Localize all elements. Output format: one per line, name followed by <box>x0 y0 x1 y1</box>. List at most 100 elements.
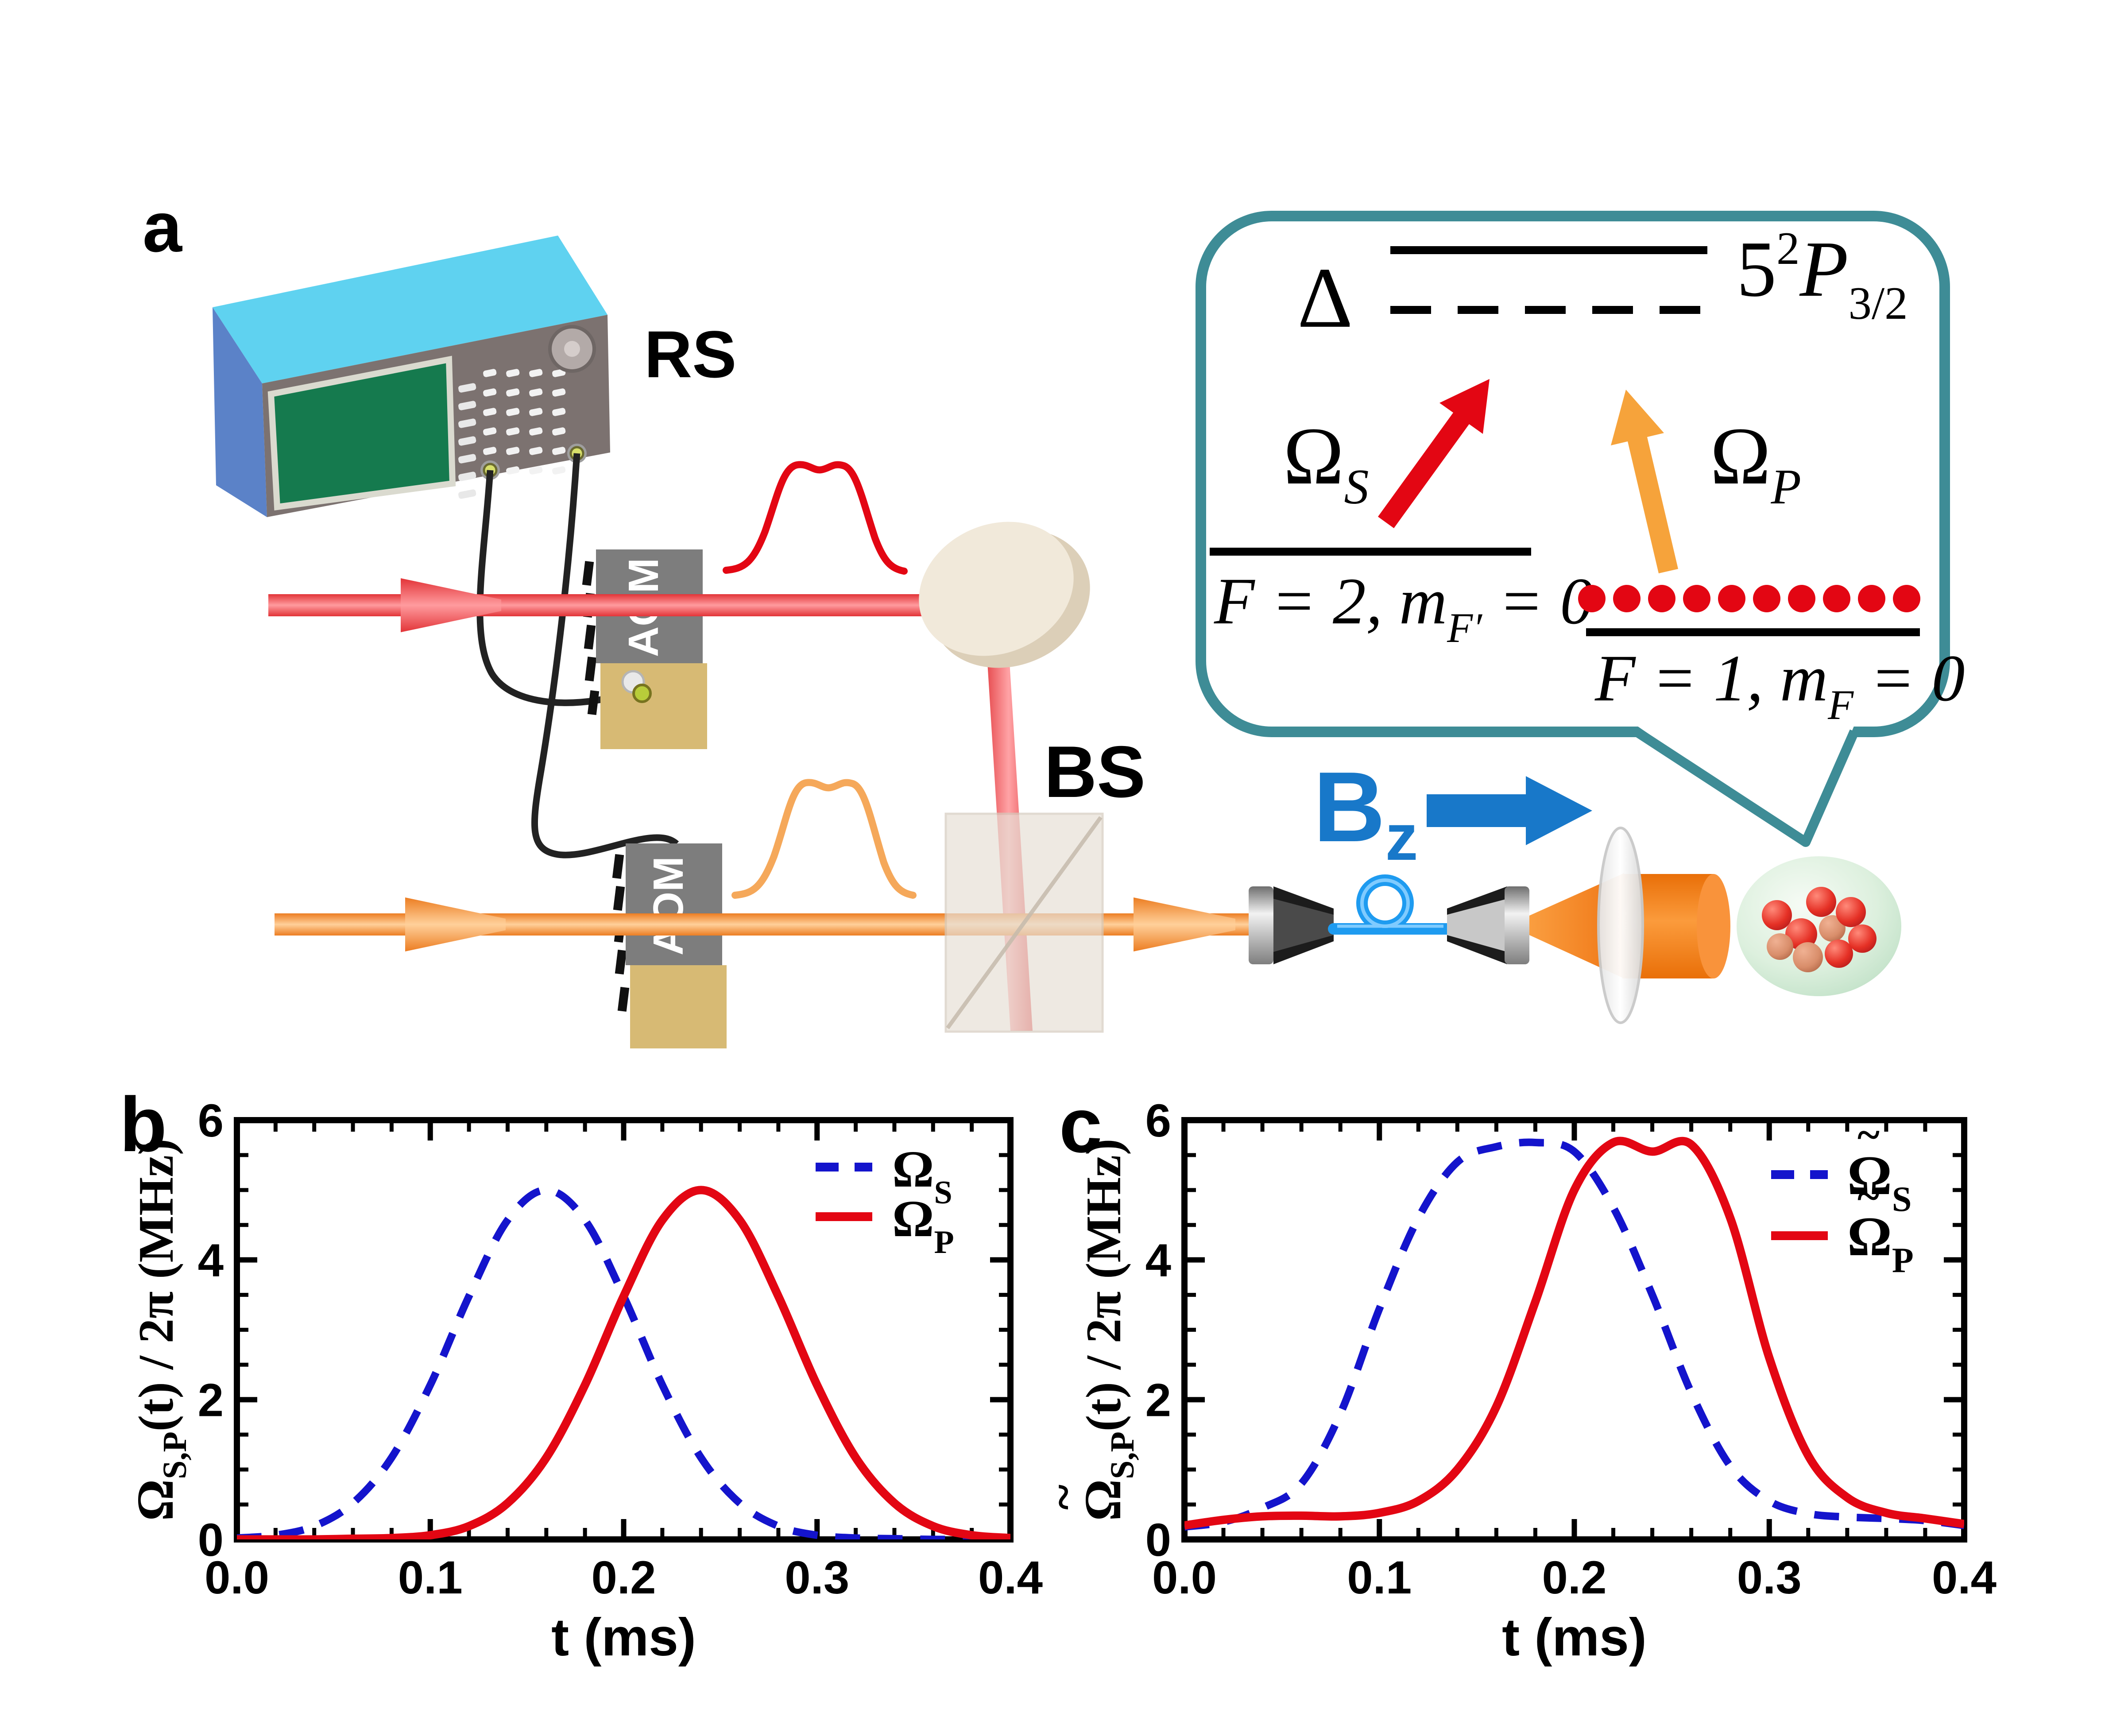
fiber-coupler-left <box>1249 886 1334 964</box>
x-axis-title: t (ms) <box>551 1608 696 1667</box>
rs-button <box>506 427 520 436</box>
x-tick-label: 0.4 <box>978 1552 1043 1604</box>
rs-button <box>506 466 520 475</box>
curve-Ω̃_S <box>1184 1138 1964 1531</box>
bz-field: Bz <box>1313 751 1592 874</box>
rs-button <box>529 466 543 475</box>
population-dot <box>1823 585 1850 612</box>
y-tick-label: 2 <box>198 1374 224 1426</box>
panel-a: AOM AOM <box>143 187 1965 1048</box>
y-tick-label: 0 <box>1145 1514 1171 1566</box>
rs-screen <box>267 356 456 510</box>
y-tick-label: 4 <box>1145 1235 1171 1287</box>
y-tick-label: 4 <box>198 1235 224 1287</box>
rs-softkey <box>458 489 476 499</box>
svg-text:ΩS,P(t) / 2π (MHz): ΩS,P(t) / 2π (MHz) <box>1074 1139 1141 1521</box>
aom-1: AOM <box>582 549 707 749</box>
red-pulse-shape <box>723 461 908 575</box>
legend-label: ΩS <box>892 1140 952 1211</box>
stokes-arrow <box>1378 379 1490 528</box>
x-tick-label: 0.1 <box>398 1552 463 1604</box>
rs-button <box>506 447 520 455</box>
orange-pulse-shape <box>731 779 917 899</box>
combined-beam-arrowhead <box>1134 897 1235 951</box>
y-axis-title: ΩS,P(t) / 2π (MHz) <box>126 1139 193 1521</box>
population-dot <box>1578 585 1606 612</box>
rs-button <box>552 427 566 436</box>
population-dots <box>1578 585 1920 612</box>
rs-button <box>529 408 543 416</box>
x-tick-label: 0.4 <box>1932 1552 1997 1604</box>
x-tick-label: 0.3 <box>1737 1552 1802 1604</box>
x-tick-label: 0.1 <box>1347 1552 1412 1604</box>
aom-2-label: AOM <box>645 856 692 955</box>
x-tick-label: 0.0 <box>205 1552 269 1604</box>
rs-button <box>552 447 566 455</box>
rs-button <box>483 408 497 416</box>
population-dot <box>1753 585 1780 612</box>
rs-softkey <box>458 418 476 428</box>
atom <box>1793 942 1823 972</box>
atom <box>1825 940 1853 968</box>
population-dot <box>1718 585 1745 612</box>
atom-cluster <box>1762 887 1877 972</box>
tilde-mark: ~ <box>1036 1485 1090 1510</box>
orange-laser-beam <box>275 897 1249 951</box>
bs-label: BS <box>1044 731 1145 812</box>
rs-button <box>529 388 543 397</box>
atom <box>1848 924 1877 953</box>
rs-button <box>529 369 543 377</box>
tilde-mark: ~ <box>1857 1111 1880 1158</box>
rs-button <box>552 408 566 416</box>
speech-bubble-tail <box>1636 725 1854 842</box>
atom <box>1836 897 1866 927</box>
rs-left-face <box>213 307 267 517</box>
rs-label: RS <box>644 317 736 391</box>
orange-beam-arrowhead <box>405 897 506 951</box>
pump-arrow <box>1611 390 1678 573</box>
y-tick-label: 6 <box>198 1095 224 1147</box>
rs-softkey <box>458 401 476 410</box>
curve-Ω_P <box>237 1186 1010 1539</box>
atom-cloud <box>1737 856 1901 996</box>
rs-button <box>506 388 520 397</box>
population-dot <box>1683 585 1710 612</box>
aom-2: AOM <box>612 843 727 1048</box>
rs-button <box>529 447 543 455</box>
rs-button <box>483 447 497 455</box>
rs-top-face <box>213 236 607 383</box>
population-dot <box>1893 585 1920 612</box>
plot-frame <box>1181 1117 1967 1543</box>
panel-c-label: c <box>1059 1083 1102 1169</box>
rf-cable-1 <box>476 470 632 706</box>
f1-level-label: F = 1, mF = 0 <box>1594 642 1965 728</box>
rs-button <box>483 427 497 436</box>
aom-1-connector <box>632 684 652 703</box>
x-tick-label: 0.2 <box>1542 1552 1607 1604</box>
x-axis-title: t (ms) <box>1502 1608 1647 1667</box>
bz-arrow-head <box>1526 776 1592 845</box>
rs-signal-generator <box>213 236 610 517</box>
omega-p-label: ΩP <box>1710 411 1801 514</box>
population-dot <box>1613 585 1641 612</box>
x-tick-label: 0.3 <box>785 1552 849 1604</box>
rs-knob-center <box>564 341 580 357</box>
excited-state-label: 52P3/2 <box>1737 222 1908 329</box>
curve-Ω̃_P <box>1184 1137 1964 1530</box>
y-tick-label: 0 <box>198 1514 224 1566</box>
rs-button <box>506 408 520 416</box>
rs-button <box>552 369 566 377</box>
plot-b: 0.0 0.1 0.2 0.3 0.4 0 2 4 6 t (ms) ΩS,P(t) / 2π (M… <box>126 1095 1043 1667</box>
omega-s-label: ΩS <box>1283 411 1369 514</box>
rs-button <box>483 369 497 377</box>
rs-button <box>483 388 497 397</box>
rs-button <box>506 369 520 377</box>
y-axis-title: ΩS,P(t) / 2π (MHz)~ <box>1036 1139 1141 1521</box>
rs-buttons <box>458 369 566 499</box>
svg-text:ΩS,P(t) / 2π (MHz): ΩS,P(t) / 2π (MHz) <box>126 1139 193 1521</box>
optical-fiber <box>1328 874 1453 935</box>
detuning-label: Δ <box>1297 250 1353 346</box>
legend-label: ΩS <box>1847 1145 1911 1219</box>
aom-2-body <box>626 843 722 965</box>
